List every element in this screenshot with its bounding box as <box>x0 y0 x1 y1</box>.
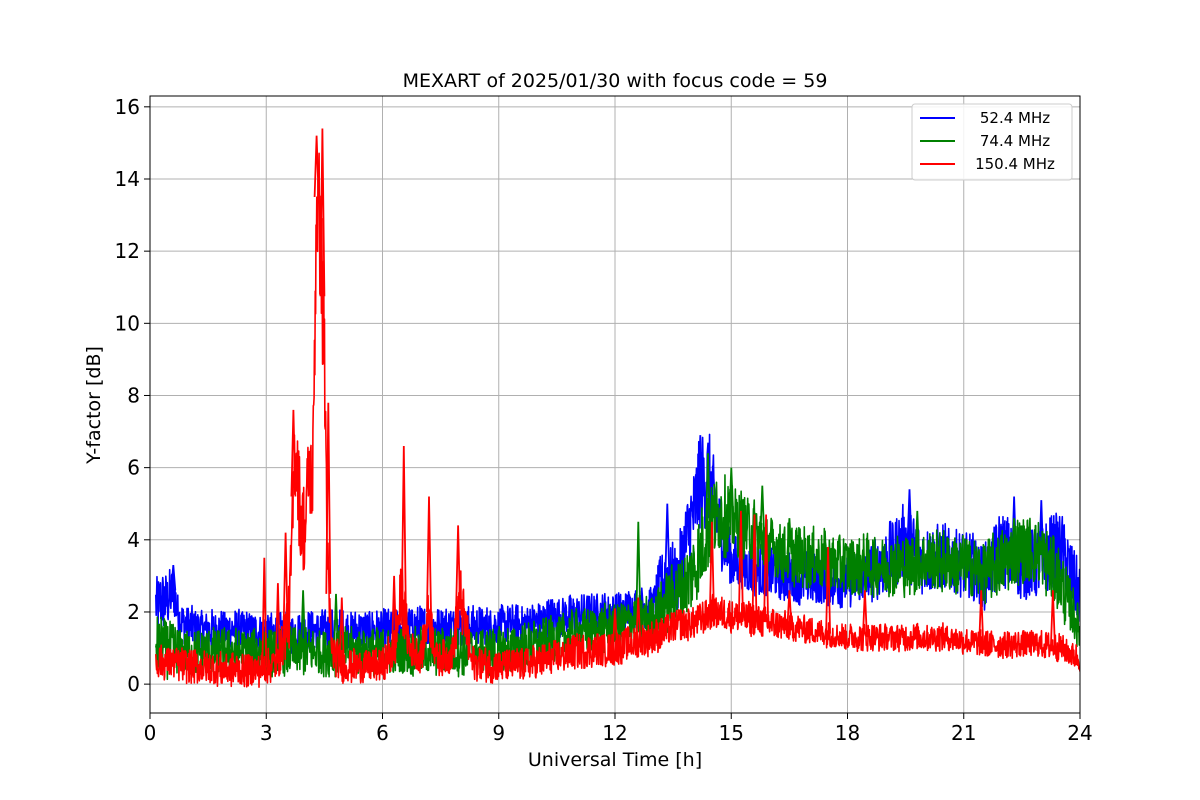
series-layer <box>155 128 1080 688</box>
legend: 52.4 MHz 74.4 MHz 150.4 MHz <box>911 103 1073 181</box>
spike-74-4-mhz <box>914 510 921 563</box>
spike-74-4-mhz <box>300 590 306 652</box>
spike-52-4-mhz <box>906 489 913 545</box>
spike-150-4-mhz <box>275 583 281 663</box>
spike-74-4-mhz <box>786 518 793 555</box>
spike-150-4-mhz <box>325 402 332 594</box>
y-tick-label: 6 <box>127 456 140 480</box>
spike-74-4-mhz <box>728 467 735 519</box>
spike-150-4-mhz <box>290 409 297 497</box>
x-tick-label: 3 <box>260 721 273 745</box>
spike-150-4-mhz <box>978 590 985 645</box>
x-tick-label: 12 <box>602 721 627 745</box>
spike-150-4-mhz <box>635 597 642 642</box>
series-line-74-4-mhz <box>155 474 1080 681</box>
spike-74-4-mhz <box>1011 518 1017 553</box>
spike-150-4-mhz <box>338 597 345 664</box>
legend-label-74-4-mhz: 74.4 MHz <box>980 132 1050 150</box>
spike-150-4-mhz <box>313 135 320 198</box>
chart-title: MEXART of 2025/01/30 with focus code = 5… <box>403 70 828 92</box>
x-tick-label: 9 <box>492 721 505 745</box>
spike-74-4-mhz <box>705 453 711 530</box>
spike-150-4-mhz <box>786 590 793 627</box>
x-tick-label: 0 <box>144 721 157 745</box>
spike-150-4-mhz <box>825 546 831 634</box>
spike-74-4-mhz <box>759 485 766 540</box>
spike-74-4-mhz <box>635 521 642 620</box>
x-axis-label: Universal Time [h] <box>528 749 702 771</box>
x-tick-label: 24 <box>1067 721 1092 745</box>
y-tick-label: 4 <box>127 528 140 552</box>
y-tick-label: 14 <box>115 167 140 191</box>
spike-150-4-mhz <box>1050 590 1056 647</box>
x-tick-label: 15 <box>719 721 744 745</box>
spike-150-4-mhz <box>282 532 289 629</box>
spike-52-4-mhz <box>697 435 704 486</box>
y-tick-label: 8 <box>127 383 140 407</box>
spike-150-4-mhz <box>709 521 715 613</box>
spike-150-4-mhz <box>612 608 618 649</box>
legend-label-52-4-mhz: 52.4 MHz <box>980 109 1050 127</box>
spike-150-4-mhz <box>455 525 461 610</box>
y-tick-label: 2 <box>127 600 140 624</box>
spike-150-4-mhz <box>751 514 758 620</box>
y-tick-label: 10 <box>115 311 140 335</box>
x-tick-label: 6 <box>376 721 389 745</box>
spike-52-4-mhz <box>664 503 671 578</box>
x-axis-ticks: 0 3 6 9 12 15 18 21 24 <box>144 713 1093 745</box>
x-tick-label: 18 <box>835 721 860 745</box>
y-tick-label: 16 <box>115 95 140 119</box>
series-line-150-4-mhz <box>155 152 1080 688</box>
spike-150-4-mhz <box>738 510 744 618</box>
spike-52-4-mhz <box>170 565 177 591</box>
y-axis-label: Y-factor [dB] <box>83 346 105 465</box>
spike-150-4-mhz <box>391 575 397 649</box>
y-tick-label: 0 <box>127 672 140 696</box>
spike-150-4-mhz <box>319 128 326 297</box>
y-axis-ticks: 0 2 4 6 8 10 12 14 16 <box>115 95 150 696</box>
x-tick-label: 21 <box>951 721 976 745</box>
spike-150-4-mhz <box>763 514 769 623</box>
spike-150-4-mhz <box>426 496 432 613</box>
spike-150-4-mhz <box>400 445 407 608</box>
spike-74-4-mhz <box>333 593 339 652</box>
legend-label-150-4-mhz: 150.4 MHz <box>975 155 1055 173</box>
legend-box <box>911 103 1073 181</box>
spike-150-4-mhz <box>261 557 268 668</box>
spike-150-4-mhz <box>862 590 868 638</box>
y-tick-label: 12 <box>115 239 140 263</box>
